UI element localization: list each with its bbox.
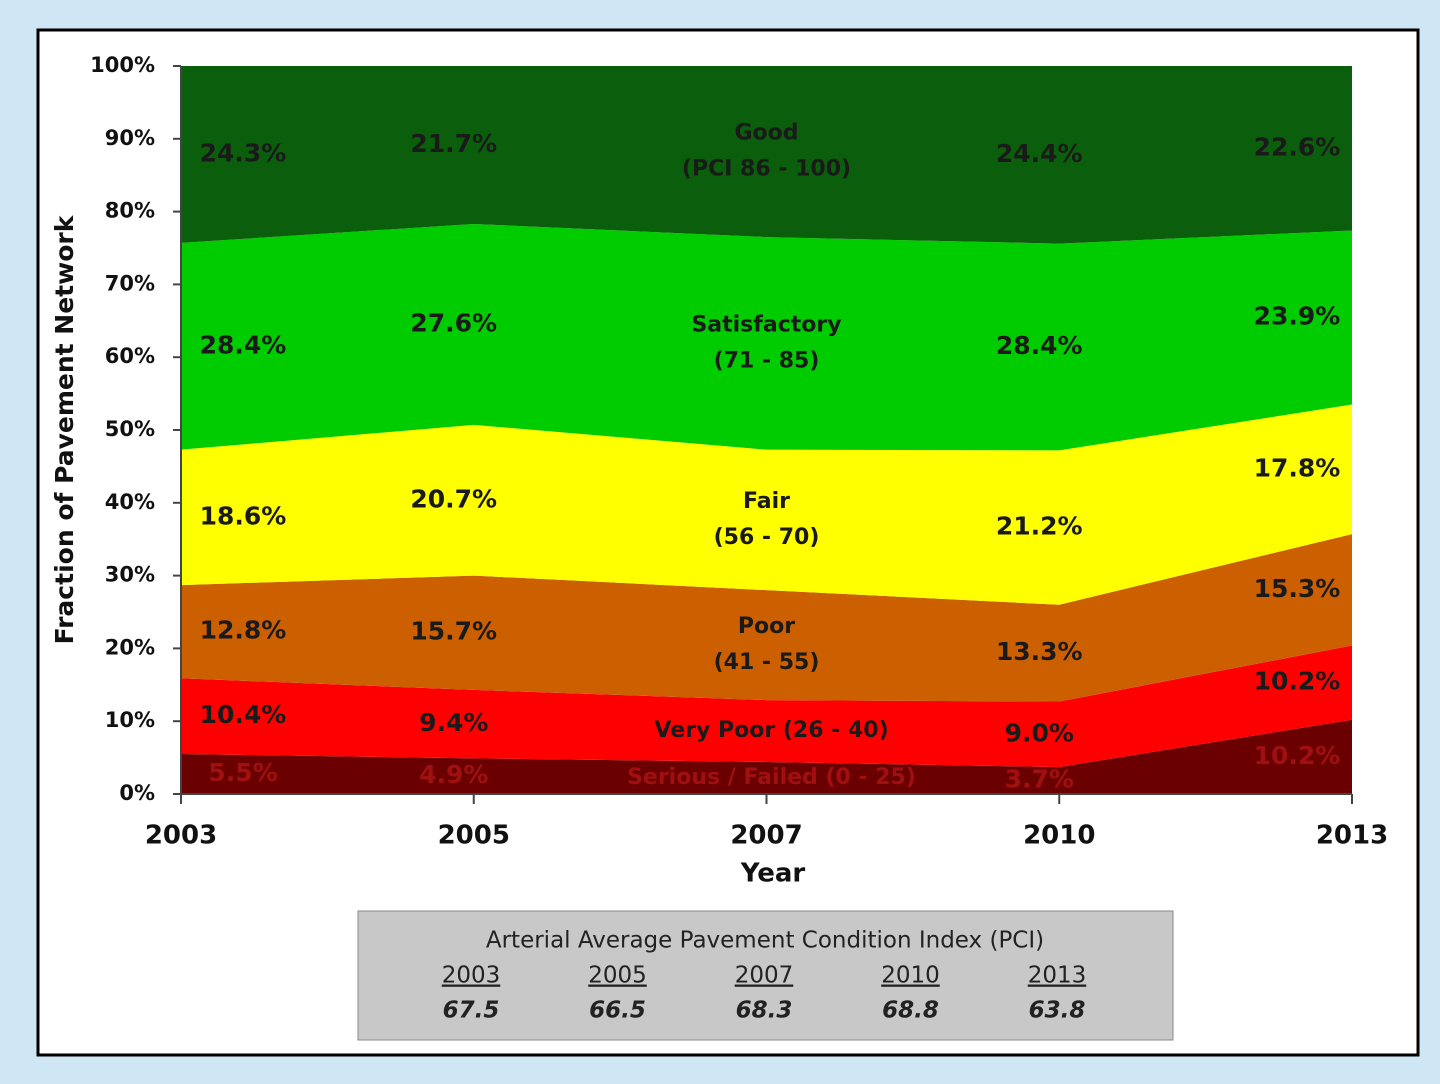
y-axis-title: Fraction of Pavement Network bbox=[50, 214, 79, 644]
pci-value: 63.8 bbox=[1029, 998, 1086, 1024]
data-label: 10.4% bbox=[200, 700, 287, 729]
pci-year: 2010 bbox=[881, 963, 940, 989]
pci-value: 66.5 bbox=[589, 998, 646, 1024]
series-name: Good bbox=[734, 121, 798, 146]
pci-value: 68.8 bbox=[882, 998, 939, 1024]
data-label: 21.7% bbox=[410, 129, 497, 158]
pci-year: 2007 bbox=[735, 963, 794, 989]
data-label: 3.7% bbox=[1005, 765, 1074, 794]
data-label: 23.9% bbox=[1254, 302, 1341, 331]
y-tick-label: 40% bbox=[105, 490, 155, 514]
x-tick-label: 2010 bbox=[1023, 821, 1095, 851]
y-tick-label: 0% bbox=[119, 781, 155, 805]
data-label: 22.6% bbox=[1254, 132, 1341, 161]
x-axis-title: Year bbox=[740, 859, 806, 889]
series-name: Serious / Failed (0 - 25) bbox=[627, 765, 916, 790]
x-tick-label: 2013 bbox=[1316, 821, 1388, 851]
data-label: 28.4% bbox=[996, 331, 1083, 360]
y-tick-label: 10% bbox=[105, 708, 155, 732]
series-range: (41 - 55) bbox=[714, 650, 820, 675]
data-label: 21.2% bbox=[996, 512, 1083, 541]
y-tick-label: 30% bbox=[105, 563, 155, 587]
y-tick-label: 90% bbox=[105, 126, 155, 150]
series-range: (PCI 86 - 100) bbox=[682, 157, 851, 182]
area bbox=[181, 66, 1352, 244]
pci-value: 68.3 bbox=[736, 998, 793, 1024]
pci-value: 67.5 bbox=[443, 998, 500, 1024]
data-label: 27.6% bbox=[410, 308, 497, 337]
area bbox=[181, 223, 1352, 451]
pci-year: 2005 bbox=[588, 963, 647, 989]
pci-year: 2003 bbox=[442, 963, 501, 989]
data-label: 10.2% bbox=[1254, 741, 1341, 770]
y-tick-label: 80% bbox=[105, 199, 155, 223]
data-label: 28.4% bbox=[200, 330, 287, 359]
area bbox=[181, 719, 1352, 794]
data-label: 5.5% bbox=[208, 758, 277, 787]
pci-title: Arterial Average Pavement Condition Inde… bbox=[486, 928, 1044, 954]
data-label: 18.6% bbox=[200, 501, 287, 530]
data-label: 4.9% bbox=[419, 760, 488, 789]
x-tick-label: 2007 bbox=[730, 821, 802, 851]
y-tick-label: 60% bbox=[105, 344, 155, 368]
data-label: 9.0% bbox=[1005, 718, 1074, 747]
series-name: Very Poor (26 - 40) bbox=[654, 718, 888, 743]
series-range: (71 - 85) bbox=[714, 348, 820, 373]
data-label: 24.3% bbox=[200, 138, 287, 167]
y-tick-label: 70% bbox=[105, 271, 155, 295]
data-label: 10.2% bbox=[1254, 667, 1341, 696]
area bbox=[181, 404, 1352, 605]
data-label: 12.8% bbox=[200, 616, 287, 645]
series-range: (56 - 70) bbox=[714, 525, 820, 550]
data-label: 20.7% bbox=[410, 484, 497, 513]
data-label: 9.4% bbox=[419, 708, 488, 737]
series-name: Satisfactory bbox=[691, 312, 841, 337]
data-label: 24.4% bbox=[996, 139, 1083, 168]
series-name: Fair bbox=[743, 489, 790, 514]
area bbox=[181, 645, 1352, 768]
pci-year: 2013 bbox=[1028, 963, 1087, 989]
area bbox=[181, 534, 1352, 702]
x-tick-label: 2003 bbox=[145, 821, 217, 851]
data-label: 13.3% bbox=[996, 637, 1083, 666]
x-tick-label: 2005 bbox=[438, 821, 510, 851]
data-label: 15.7% bbox=[410, 617, 497, 646]
data-label: 15.3% bbox=[1254, 574, 1341, 603]
series-name: Poor bbox=[738, 614, 795, 639]
data-label: 17.8% bbox=[1254, 453, 1341, 482]
y-tick-label: 100% bbox=[90, 53, 155, 77]
pci-box bbox=[357, 910, 1174, 1041]
y-tick-label: 20% bbox=[105, 635, 155, 659]
y-tick-label: 50% bbox=[105, 417, 155, 441]
